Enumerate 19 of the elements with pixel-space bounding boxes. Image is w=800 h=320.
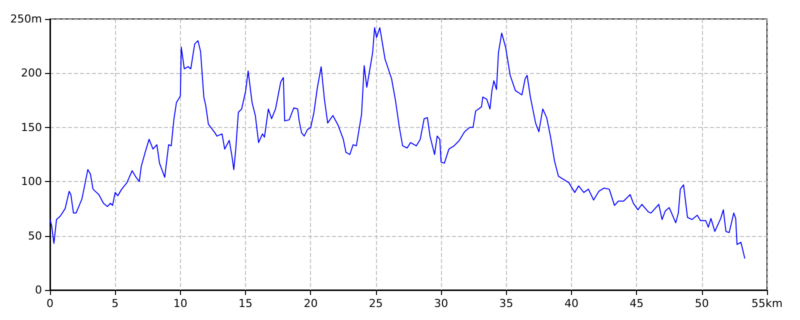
y-tick-label: 50 — [28, 229, 42, 242]
x-tick-label: 40 — [564, 297, 578, 310]
y-tick-label: 200 — [21, 66, 42, 80]
x-tick-label: 45 — [630, 297, 644, 310]
x-tick-label: 15 — [238, 297, 253, 310]
x-tick-label: 20 — [304, 297, 318, 310]
x-tick-label: 5 — [112, 297, 119, 310]
y-tick-label: 250m — [10, 12, 42, 26]
x-tick-label: 10 — [173, 297, 188, 310]
x-tick-label: 50 — [694, 297, 709, 310]
x-tick-label: 0 — [46, 297, 54, 310]
line-series — [50, 27, 746, 260]
x-tick-label: 35 — [499, 297, 514, 310]
y-tick-label: 100 — [21, 175, 42, 188]
x-tick-label: 25 — [368, 297, 383, 310]
y-tick-label: 0 — [35, 284, 42, 296]
x-tick-label: 30 — [434, 297, 448, 310]
y-tick-label: 150 — [21, 120, 42, 134]
x-tick-label: 55km — [751, 297, 783, 310]
